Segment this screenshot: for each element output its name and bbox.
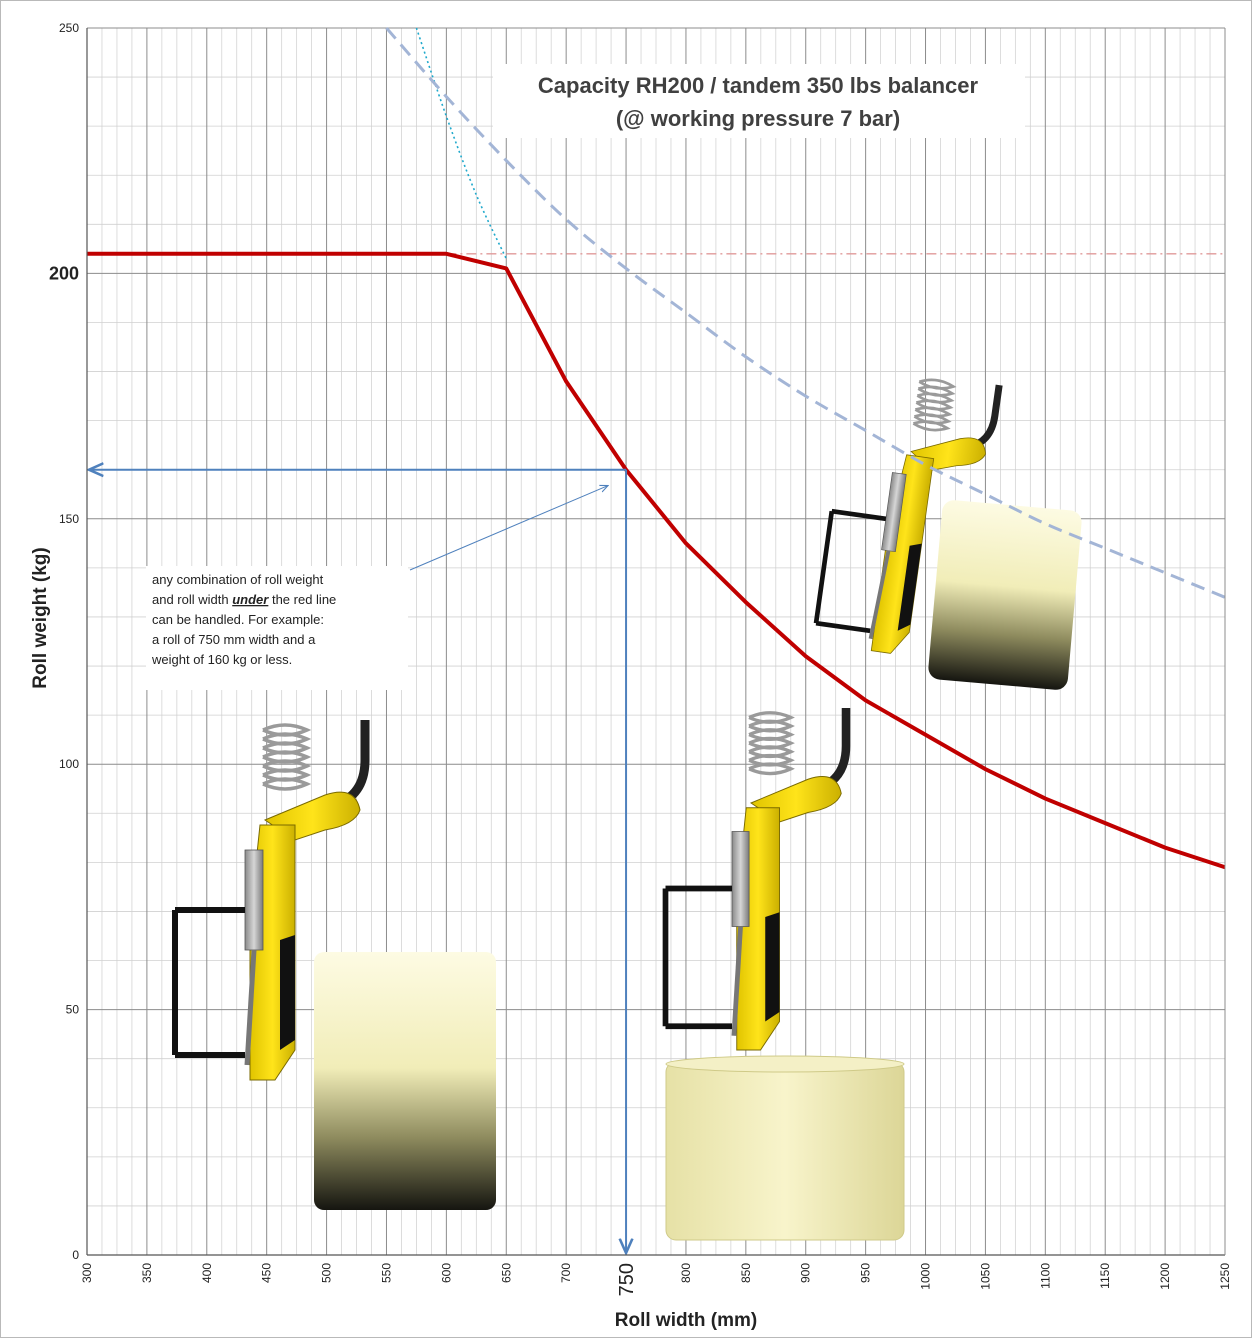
black-panel (897, 543, 922, 631)
x-tick-label: 1150 (1098, 1263, 1112, 1289)
annotation-line-3: can be handled. For example: (152, 612, 324, 627)
spring-coil (912, 420, 951, 432)
annotation-text: any combination of roll weight and roll … (151, 572, 336, 667)
pneumatic-cylinder (731, 831, 750, 927)
annotation-box (146, 566, 408, 690)
x-tick-label: 400 (200, 1263, 214, 1283)
x-tick-label: 950 (859, 1263, 873, 1283)
pneumatic-cylinder (881, 472, 907, 553)
annotation-arrow (409, 486, 608, 571)
spring-coil (262, 777, 312, 791)
series-line-dashed (385, 27, 1226, 599)
x-tick-label: 800 (679, 1263, 693, 1283)
x-tick-label: 1050 (978, 1263, 992, 1290)
x-tick-label: 900 (799, 1263, 813, 1283)
chart-title: Capacity RH200 / tandem 350 lbs balancer (538, 73, 979, 98)
gripper-frame (662, 885, 732, 1030)
x-tick-label: 350 (140, 1263, 154, 1283)
y-tick-label: 250 (59, 21, 79, 35)
gripper-frame (172, 907, 245, 1058)
x-tick-label: 550 (379, 1263, 393, 1283)
piston-rod (731, 926, 743, 1036)
reference-lines (89, 470, 626, 1253)
x-tick-label: 1250 (1218, 1263, 1232, 1290)
x-tick-label: 500 (320, 1263, 334, 1283)
series-layer (87, 27, 1226, 870)
x-tick-label: 750 (616, 1263, 638, 1296)
y-axis-title: Roll weight (kg) (30, 547, 51, 688)
x-tick-label: 1100 (1038, 1263, 1052, 1289)
drum-top (665, 1055, 905, 1073)
annotation-line-1: any combination of roll weight (152, 572, 324, 587)
piston-rod (244, 949, 257, 1066)
annotation-line-5: weight of 160 kg or less. (151, 652, 292, 667)
title-background (493, 64, 1025, 138)
x-tick-label: 600 (439, 1263, 453, 1283)
chart-subtitle: (@ working pressure 7 bar) (616, 106, 900, 131)
pneumatic-cylinder (244, 849, 264, 951)
annotation-emphasis: under (232, 592, 269, 607)
x-tick-label: 650 (499, 1263, 513, 1283)
paper-roll-right (928, 500, 1082, 690)
y-tick-label: 100 (59, 757, 79, 771)
x-axis-title: Roll width (mm) (615, 1310, 757, 1331)
x-tick-label: 850 (739, 1263, 753, 1283)
piston-rod (868, 550, 891, 640)
y-tick-label: 0 (72, 1248, 79, 1262)
black-panel (280, 935, 295, 1050)
x-tick-label: 1200 (1158, 1263, 1172, 1290)
y-tick-label: 150 (59, 512, 79, 526)
x-tick-label: 300 (80, 1263, 94, 1283)
annotation-line-2-start: and roll width (152, 592, 232, 607)
black-panel (765, 912, 780, 1022)
paper-roll-center (665, 1061, 905, 1241)
y-tick-labels: 0 50 100 150 200 250 (49, 21, 79, 1262)
x-tick-labels: 300 350 400 450 500 550 600 650 700 750 800 850 900 9… (80, 1263, 1232, 1297)
device-illustrations (172, 378, 1082, 1241)
annotation-line-2: and roll width under the red line (152, 592, 336, 607)
gripper-frame (813, 508, 887, 634)
spring-coil (748, 762, 795, 776)
annotation-line-4: a roll of 750 mm width and a (152, 632, 316, 647)
annotation-line-2-end: the red line (268, 592, 336, 607)
paper-roll-left (314, 952, 496, 1210)
axes (86, 28, 1226, 1256)
y-tick-label: 50 (66, 1003, 80, 1017)
x-tick-label: 1000 (919, 1263, 933, 1290)
y-tick-label: 200 (49, 263, 79, 283)
gripper-bar (826, 516, 845, 622)
series-line-solid (87, 251, 1226, 870)
x-tick-label: 700 (559, 1263, 573, 1283)
x-tick-label: 450 (260, 1263, 274, 1283)
